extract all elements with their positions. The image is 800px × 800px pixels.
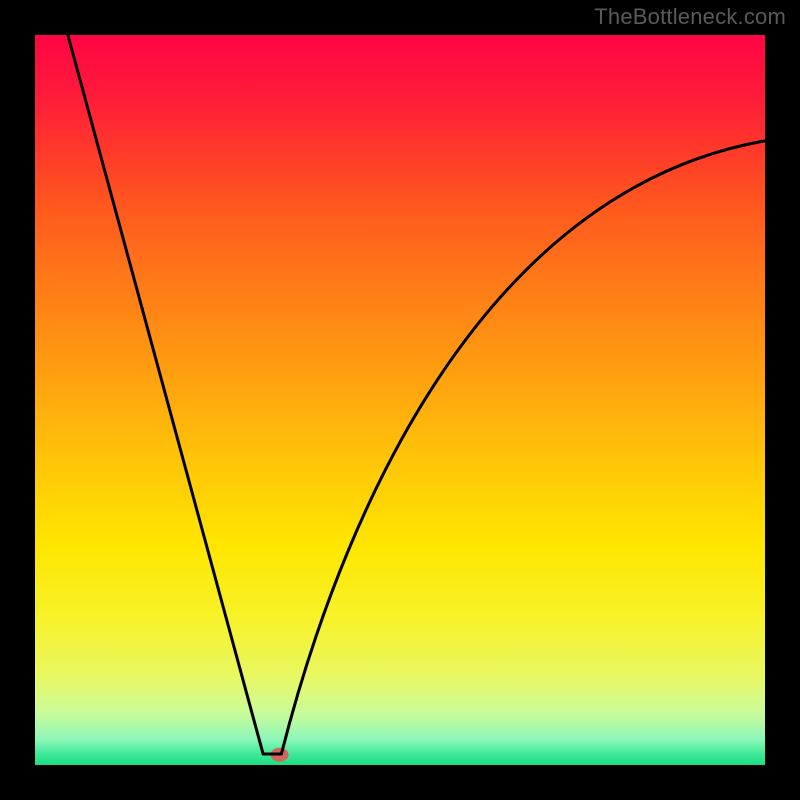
watermark-text: TheBottleneck.com xyxy=(594,4,786,30)
chart-outer-frame: TheBottleneck.com xyxy=(0,0,800,800)
plot-area xyxy=(35,35,765,765)
plot-svg xyxy=(35,35,765,765)
gradient-background xyxy=(35,35,765,765)
